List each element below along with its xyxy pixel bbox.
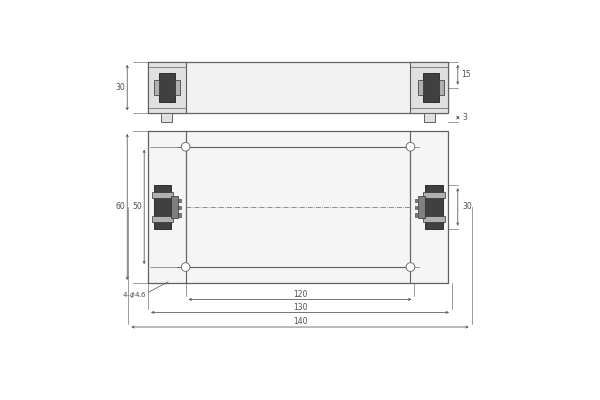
Bar — [423, 73, 439, 102]
Bar — [148, 62, 448, 113]
Bar — [425, 185, 443, 228]
Bar — [418, 80, 423, 96]
Circle shape — [406, 263, 415, 271]
Text: 30: 30 — [463, 202, 473, 212]
Bar — [148, 131, 448, 283]
Text: 15: 15 — [461, 70, 471, 79]
Bar — [154, 80, 159, 96]
Bar — [423, 192, 445, 198]
Text: 130: 130 — [293, 303, 307, 312]
Bar — [171, 196, 178, 218]
Bar — [159, 73, 175, 102]
Text: 30: 30 — [115, 83, 125, 92]
Bar — [175, 80, 181, 96]
Bar — [161, 113, 172, 122]
Bar — [152, 216, 173, 222]
Circle shape — [406, 142, 415, 151]
Bar — [415, 213, 418, 217]
Bar — [415, 198, 418, 202]
Text: 3: 3 — [463, 113, 467, 122]
Bar — [418, 196, 425, 218]
Bar — [423, 216, 445, 222]
Text: 60: 60 — [115, 202, 125, 212]
Bar — [424, 113, 435, 122]
Bar — [439, 80, 445, 96]
Bar — [152, 192, 173, 198]
Bar — [410, 62, 448, 113]
Bar — [154, 185, 171, 228]
Text: 50: 50 — [132, 202, 142, 212]
Bar — [178, 213, 181, 217]
Text: 4-$\phi$4.6: 4-$\phi$4.6 — [122, 290, 147, 300]
Text: 140: 140 — [293, 317, 307, 326]
Bar — [148, 62, 185, 113]
Circle shape — [181, 263, 190, 271]
Circle shape — [181, 142, 190, 151]
Bar — [185, 147, 410, 267]
Bar — [178, 206, 181, 210]
Bar — [415, 206, 418, 210]
Text: 120: 120 — [293, 290, 307, 299]
Bar — [178, 198, 181, 202]
